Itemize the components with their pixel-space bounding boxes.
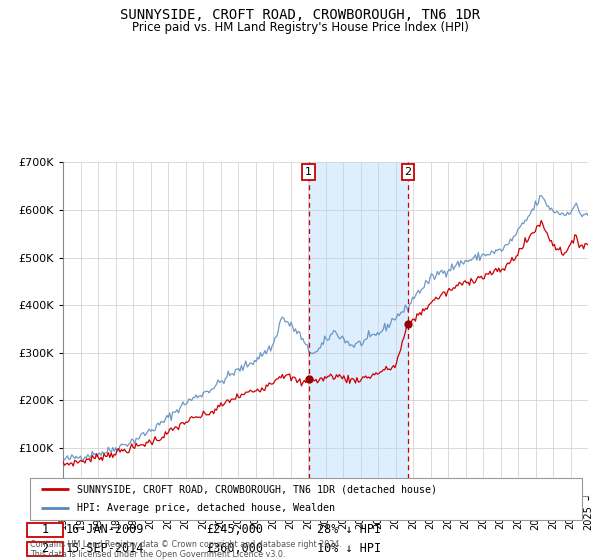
Text: 28% ↓ HPI: 28% ↓ HPI [317,524,381,536]
Text: £245,000: £245,000 [206,524,263,536]
Text: 2: 2 [41,543,49,556]
Text: HPI: Average price, detached house, Wealden: HPI: Average price, detached house, Weal… [77,503,335,514]
Text: Price paid vs. HM Land Registry's House Price Index (HPI): Price paid vs. HM Land Registry's House … [131,21,469,34]
FancyBboxPatch shape [27,522,63,537]
Text: 1: 1 [305,167,312,177]
Text: SUNNYSIDE, CROFT ROAD, CROWBOROUGH, TN6 1DR (detached house): SUNNYSIDE, CROFT ROAD, CROWBOROUGH, TN6 … [77,484,437,494]
Bar [308,162,408,496]
Text: 1: 1 [41,524,49,536]
FancyBboxPatch shape [27,542,63,556]
Text: 2: 2 [404,167,412,177]
Text: SUNNYSIDE, CROFT ROAD, CROWBOROUGH, TN6 1DR: SUNNYSIDE, CROFT ROAD, CROWBOROUGH, TN6 … [120,8,480,22]
Text: Contains HM Land Registry data © Crown copyright and database right 2024.
This d: Contains HM Land Registry data © Crown c… [30,540,342,559]
Text: 16-JAN-2009: 16-JAN-2009 [66,524,144,536]
Text: 15-SEP-2014: 15-SEP-2014 [66,543,144,556]
FancyBboxPatch shape [30,478,582,520]
Text: £360,000: £360,000 [206,543,263,556]
Text: 10% ↓ HPI: 10% ↓ HPI [317,543,381,556]
